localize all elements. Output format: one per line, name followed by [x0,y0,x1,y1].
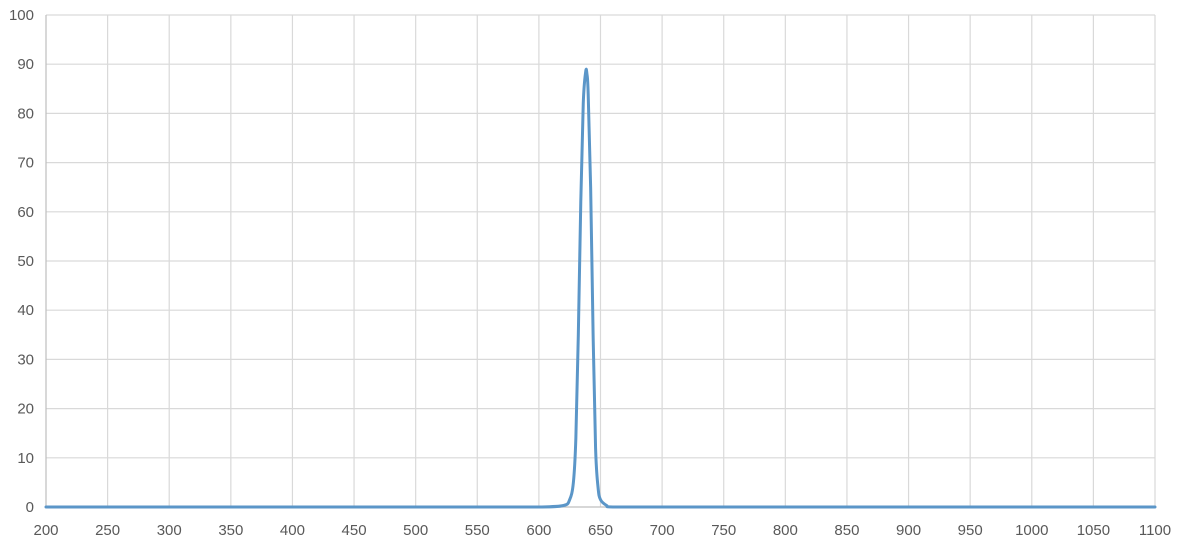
y-tick-label: 70 [17,155,34,172]
y-tick-label: 40 [17,302,34,319]
series-line-0 [44,67,1157,509]
grid [46,14,1156,507]
x-tick-label: 250 [95,522,120,539]
y-tick-label: 80 [17,105,34,122]
x-tick-label: 1050 [1077,522,1110,539]
x-tick-label: 800 [773,522,798,539]
x-tick-label: 400 [280,522,305,539]
x-tick-label: 950 [958,522,983,539]
x-tick-label: 600 [526,522,551,539]
x-tick-label: 850 [834,522,859,539]
x-tick-label: 900 [896,522,921,539]
x-tick-label: 450 [342,522,367,539]
x-tick-label: 1000 [1015,522,1048,539]
x-tick-label: 550 [465,522,490,539]
x-tick-labels: 200 250 300 350 400 450 500 550 600 650 700 750 800 8… [33,522,1171,539]
x-tick-label: 700 [650,522,675,539]
y-tick-label: 60 [17,204,34,221]
y-tick-label: 100 [9,7,34,24]
x-tick-label: 1100 [1139,522,1171,539]
y-tick-label: 0 [26,499,34,516]
x-tick-label: 200 [33,522,58,539]
x-tick-label: 350 [218,522,243,539]
y-tick-label: 20 [17,401,34,418]
x-tick-label: 650 [588,522,613,539]
x-tick-label: 500 [403,522,428,539]
x-tick-label: 300 [157,522,182,539]
y-tick-label: 50 [17,253,34,270]
series-layer [44,67,1157,509]
y-tick-labels: 0 10 20 30 40 50 60 70 80 90 100 [9,7,34,516]
x-tick-label: 750 [711,522,736,539]
y-tick-label: 90 [17,56,34,73]
y-tick-label: 10 [17,450,34,467]
y-tick-label: 30 [17,351,34,368]
